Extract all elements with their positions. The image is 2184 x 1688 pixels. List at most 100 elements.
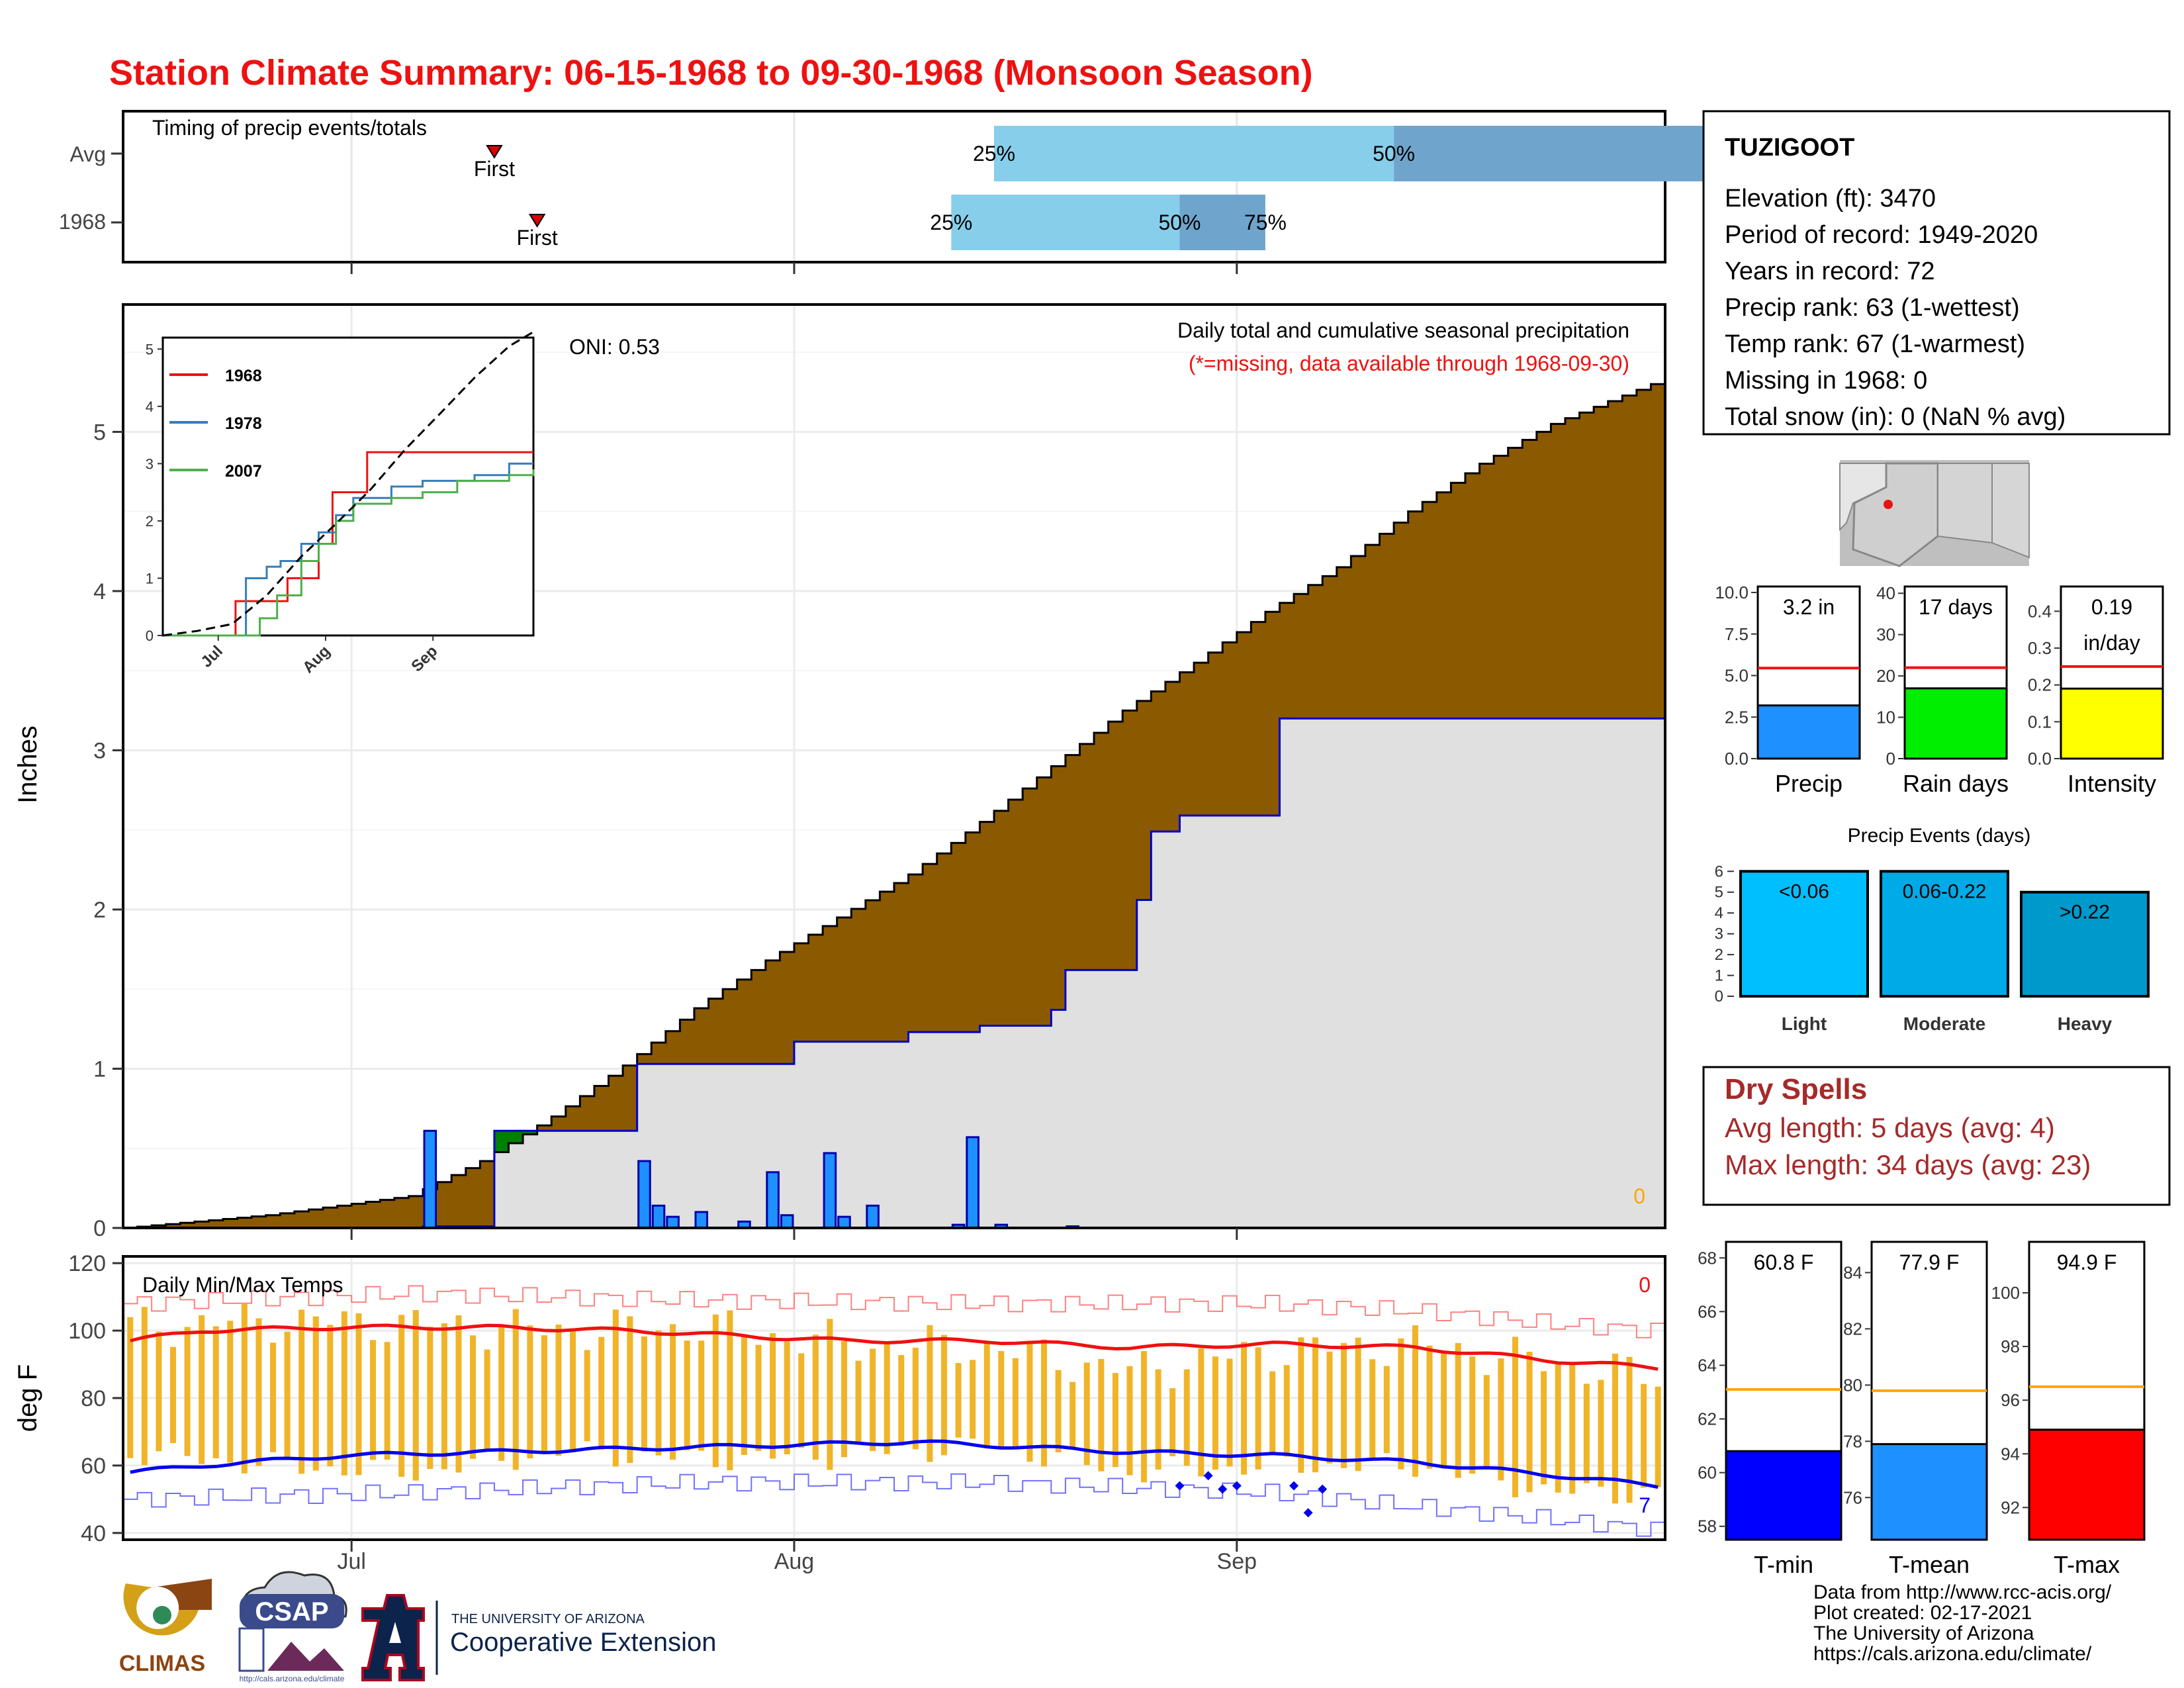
daily-temp-bar [784,1341,790,1454]
month-axis-label: Sep [1217,1549,1257,1574]
daily-precip-bar [651,1204,666,1229]
daily-temp-bar [199,1315,205,1464]
daily-temp-bar [1141,1351,1148,1483]
precip-deficit-segment [1508,447,1523,719]
precip-deficit-segment [865,900,880,1042]
precip-deficit-segment [708,998,723,1064]
precip-deficit-segment [251,1216,267,1228]
precip-deficit-segment [1251,622,1266,816]
daily-temp-bar [470,1335,477,1459]
inset-legend-1968: 1968 [225,367,262,385]
daily-temp-bar [912,1347,919,1450]
csap-logo: CSAP http://cals.arizona.edu/climate [238,1571,347,1683]
daily-temp-bar [570,1331,576,1452]
daily-temp-bar [298,1309,305,1474]
precip-deficit-segment [723,989,738,1064]
daily-temp-bar [1555,1364,1561,1493]
precip-deficit-segment [994,810,1009,1026]
daily-temp-bar [370,1340,377,1460]
precip-deficit-segment [794,943,809,1042]
timing-bar-1968-q50-q75 [1179,195,1265,250]
precip-deficit-segment [180,1223,195,1228]
daily-temp-bar [1083,1362,1090,1466]
daily-temp-bar [1012,1358,1019,1448]
temp-summary-t-mean-tick-label: 82 [1843,1319,1862,1338]
summary-intensity-value-unit: in/day [2083,631,2140,655]
precip-deficit-segment [1094,732,1109,970]
daily-temp-bar [1583,1383,1590,1483]
precip-deficit-segment [280,1213,295,1228]
summary-rain-days-tick-label: 20 [1876,666,1895,686]
daily-temp-bar [384,1342,390,1460]
daily-temp-bar [1512,1336,1518,1497]
precip-deficit-segment [908,874,923,1033]
station-missing: Missing in 1968: 0 [1725,367,1927,395]
temp-summary-t-min-tick-label: 68 [1698,1248,1717,1268]
temp-summary-bars: 58 60 62 64 66 68 60.8 F T-min 76 78 80 82 84 77.9 F T… [1698,1241,2146,1578]
timing-panel-label: Timing of precip events/totals [152,116,427,140]
daily-temp-bar [955,1363,962,1438]
daily-temp-bar [555,1324,562,1456]
daily-temp-bar [727,1310,733,1471]
daily-temp-bar [1026,1340,1033,1462]
timing-1968-first-marker [528,214,546,228]
timing-row-label-1968: 1968 [59,210,106,234]
precip-deficit-segment [437,1182,452,1227]
precip-deficit-segment [1265,612,1280,816]
daily-temp-bar [798,1353,805,1448]
precip-deficit-segment [1294,594,1309,719]
precip-deficit-segment [594,1086,610,1131]
daily-temp-bar [1069,1382,1076,1450]
daily-temp-bar [1341,1342,1347,1468]
daily-temp-bar [1112,1373,1118,1468]
credit-line-2: Plot created: 02-17-2021 [1813,1602,2032,1624]
daily-temp-bar [484,1349,490,1449]
summary-precip-tick-label: 2.5 [1725,707,1749,727]
daily-temp-bar [712,1314,719,1468]
inset-ytick-label: 1 [146,570,154,586]
summary-bars: 0.0 2.5 5.0 7.5 10.0 3.2 in Precip 0 10 20 30 40 17 … [1715,583,2164,797]
temp-summary-t-min-tick-label: 58 [1698,1517,1717,1536]
temp-summary-t-min-tick-label: 60 [1698,1463,1717,1483]
timing-1968-q75-label: 75% [1244,211,1287,234]
daily-temp-bar [412,1310,419,1481]
summary-rain-days-label: Rain days [1903,770,2009,797]
daily-temp-bar [270,1342,277,1452]
daily-temp-bar [1626,1356,1633,1503]
temp-summary-t-max-bar [2028,1429,2146,1541]
summary-precip-value: 3.2 in [1783,595,1835,619]
precip-deficit-segment [765,960,780,1064]
daily-precip-bar [423,1129,437,1229]
daily-temp-bar [170,1346,177,1444]
credit-line-4: https://cals.arizona.edu/climate/ [1813,1643,2092,1665]
precip-deficit-segment [1465,473,1480,719]
daily-temp-bar [255,1318,262,1466]
precip-deficit-segment [1394,522,1409,719]
precip-deficit-segment [451,1175,467,1227]
record-low-marker [1232,1481,1242,1491]
inset-legend-2007: 2007 [225,462,262,481]
climas-logo-text: CLIMAS [119,1651,205,1676]
precip-deficit-segment [1008,800,1023,1026]
month-axis-label: Aug [774,1549,815,1574]
temp-panel: 40 60 80 100 120 deg F Daily Min/Max Temps 0… [13,1251,1666,1546]
summary-precip-tick-label: 7.5 [1725,624,1749,644]
average-max-temp-line [130,1323,1659,1371]
precip-deficit-segment [1279,602,1295,719]
temp-summary-t-mean-label: T-mean [1889,1551,1970,1578]
daily-temp-bar [327,1325,334,1467]
temp-summary-t-max-label: T-max [2054,1551,2120,1578]
record-low-marker [1303,1508,1313,1518]
precip-deficit-segment [680,1019,695,1064]
timing-avg-first-label: First [474,157,515,181]
precip-ytick-label: 2 [93,898,106,923]
precip-events-category-label: Moderate [1903,1013,1985,1034]
daily-temp-bar [1483,1375,1490,1467]
precip-deficit-segment [480,1160,495,1227]
precip-surplus-segment [494,1131,509,1152]
precip-events-tick-label: 3 [1715,925,1723,943]
daily-temp-bar [1198,1348,1205,1477]
precip-deficit-segment [1079,743,1095,970]
daily-precip-bar [637,1160,651,1229]
